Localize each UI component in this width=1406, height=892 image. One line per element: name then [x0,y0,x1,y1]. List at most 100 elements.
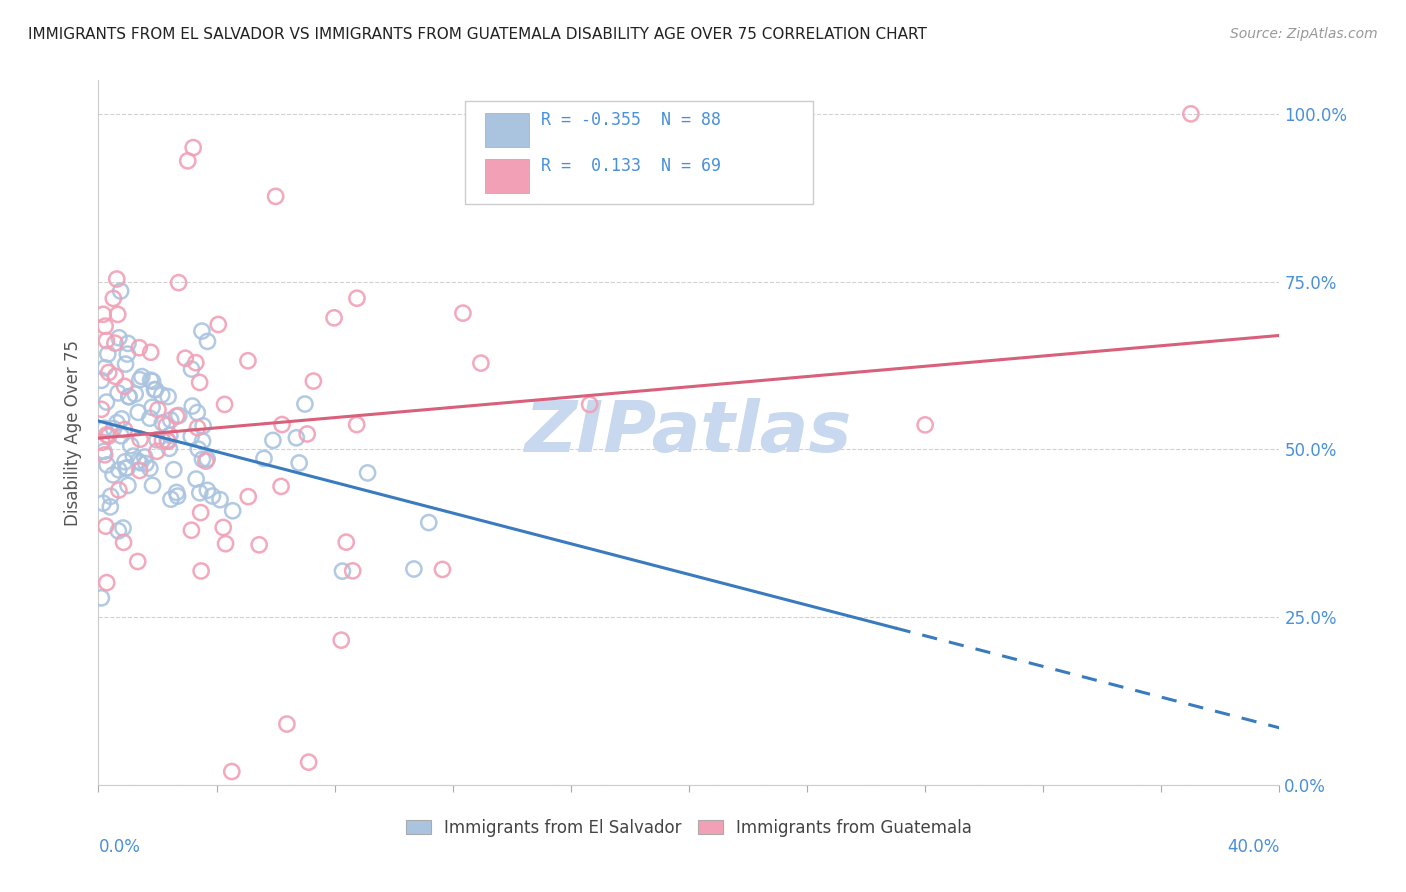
Point [156,434,179,449]
Point [302,374,325,388]
Text: Source: ZipAtlas.com: Source: ZipAtlas.com [1230,27,1378,41]
Point [117,478,139,492]
Point [285,431,308,445]
FancyBboxPatch shape [464,102,813,203]
Point [190,506,212,520]
Point [93,444,115,458]
Point [90,373,112,387]
Point [174,351,197,366]
Point [127,454,149,468]
Text: R =  0.133  N = 69: R = 0.133 N = 69 [541,157,721,175]
Point [114,455,136,469]
Point [118,390,141,404]
Point [159,413,181,427]
Point [180,523,202,537]
Point [107,307,129,321]
Point [97,347,120,361]
Point [112,535,135,549]
Text: R = -0.355  N = 88: R = -0.355 N = 88 [541,112,721,129]
Point [253,451,276,466]
Point [96,428,118,442]
Point [159,428,181,442]
Point [139,411,162,425]
Point [209,492,232,507]
Point [195,483,218,498]
Point [128,373,150,387]
Point [271,417,294,432]
Point [190,564,212,578]
Point [184,472,207,486]
Legend: Immigrants from El Salvador, Immigrants from Guatemala: Immigrants from El Salvador, Immigrants … [399,813,979,844]
Point [262,434,284,448]
Point [297,427,319,442]
Point [346,417,368,432]
Point [323,310,346,325]
Point [91,307,114,321]
Point [167,276,190,290]
Point [247,538,270,552]
Point [298,755,321,769]
Point [191,434,214,448]
Point [264,189,287,203]
Point [101,467,124,482]
Point [214,537,236,551]
Point [166,485,188,500]
Point [288,456,311,470]
Point [97,366,120,380]
Point [129,432,152,446]
Point [402,562,425,576]
Text: ZIPatlas: ZIPatlas [526,398,852,467]
Point [191,324,214,338]
Point [330,633,353,648]
Point [157,390,180,404]
Point [90,591,112,605]
Point [181,399,204,413]
Point [94,319,117,334]
Point [108,331,131,345]
Text: IMMIGRANTS FROM EL SALVADOR VS IMMIGRANTS FROM GUATEMALA DISABILITY AGE OVER 75 : IMMIGRANTS FROM EL SALVADOR VS IMMIGRANT… [28,27,927,42]
Point [97,429,120,443]
Point [194,454,217,468]
Point [356,466,378,480]
Point [96,458,118,472]
Point [103,422,125,436]
Point [150,416,173,430]
Point [276,717,298,731]
Point [111,412,134,426]
Point [160,492,183,507]
Point [122,449,145,463]
Point [146,444,169,458]
Point [197,334,219,349]
Point [346,291,368,305]
Point [107,386,129,401]
Point [98,500,121,514]
Point [152,434,174,448]
Point [156,434,179,448]
Point [96,334,118,348]
Point [143,383,166,397]
Point [141,401,163,415]
Point [201,489,224,503]
Point [114,379,136,393]
Point [93,421,115,435]
Point [135,457,157,471]
Point [139,461,162,475]
Point [177,153,200,168]
Point [221,764,243,779]
Point [145,383,167,397]
Point [139,345,162,359]
Point [94,360,117,375]
Point [163,463,186,477]
Point [166,409,188,423]
Point [157,442,180,456]
Point [1180,107,1202,121]
Point [120,439,142,453]
Point [146,402,169,417]
Point [110,429,132,443]
Point [238,490,260,504]
Point [432,562,454,576]
Point [117,347,139,361]
Point [110,284,132,298]
Point [107,524,129,538]
Point [167,409,190,423]
